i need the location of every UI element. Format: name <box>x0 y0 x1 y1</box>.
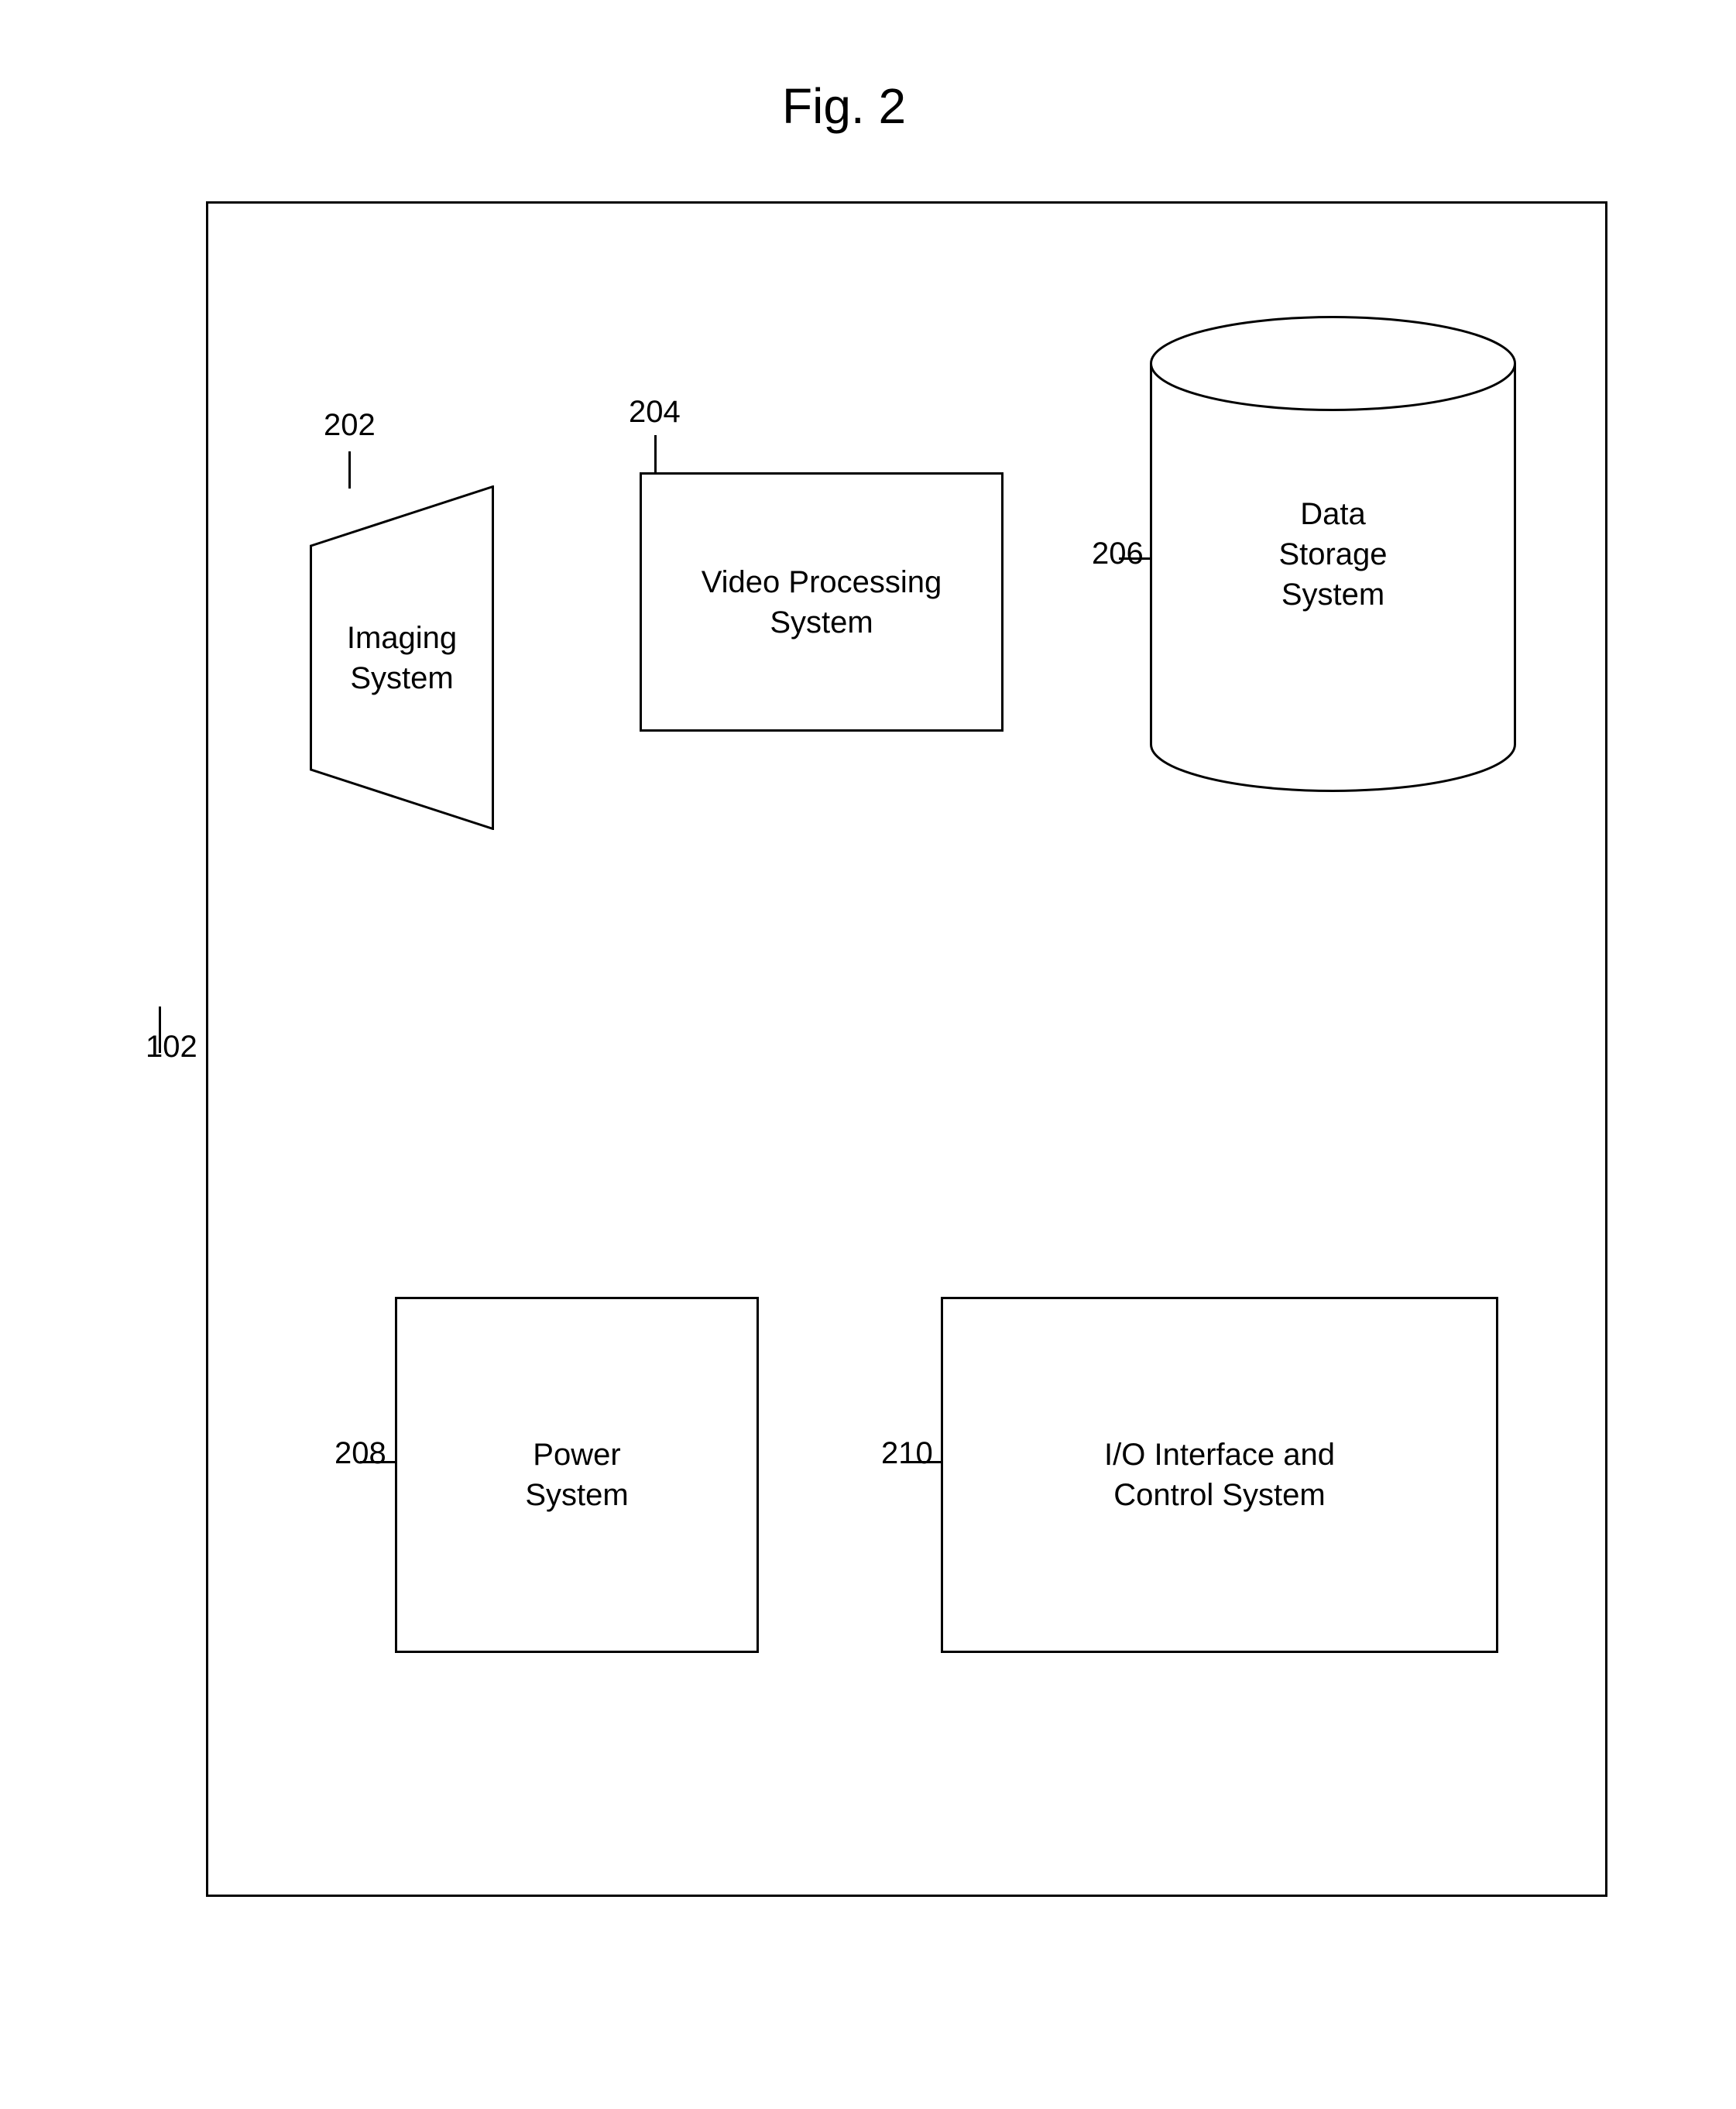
storage-leader <box>1119 557 1150 560</box>
imaging-ref-label: 202 <box>324 408 376 443</box>
video-processing-label: Video ProcessingSystem <box>702 562 942 643</box>
power-system-block: PowerSystem <box>395 1297 759 1653</box>
data-storage-label: DataStorageSystem <box>1150 494 1516 615</box>
io-leader <box>907 1461 942 1463</box>
video-leader <box>654 435 657 472</box>
io-interface-block: I/O Interface andControl System <box>941 1297 1498 1653</box>
io-ref-label: 210 <box>881 1436 933 1471</box>
power-ref-label: 208 <box>335 1436 386 1471</box>
data-storage-block: DataStorageSystem <box>1150 316 1516 792</box>
power-leader <box>360 1461 395 1463</box>
imaging-system-label: ImagingSystem <box>310 618 494 698</box>
video-ref-label: 204 <box>629 395 681 430</box>
imaging-system-block: ImagingSystem <box>310 485 494 830</box>
figure-title: Fig. 2 <box>782 77 906 135</box>
power-system-label: PowerSystem <box>525 1435 628 1515</box>
io-interface-label: I/O Interface andControl System <box>1104 1435 1335 1515</box>
storage-ref-label: 206 <box>1092 537 1144 571</box>
video-processing-block: Video ProcessingSystem <box>640 472 1004 732</box>
imaging-leader <box>348 451 351 489</box>
container-ref-label: 102 <box>146 1030 197 1065</box>
container-leader <box>159 1006 161 1053</box>
